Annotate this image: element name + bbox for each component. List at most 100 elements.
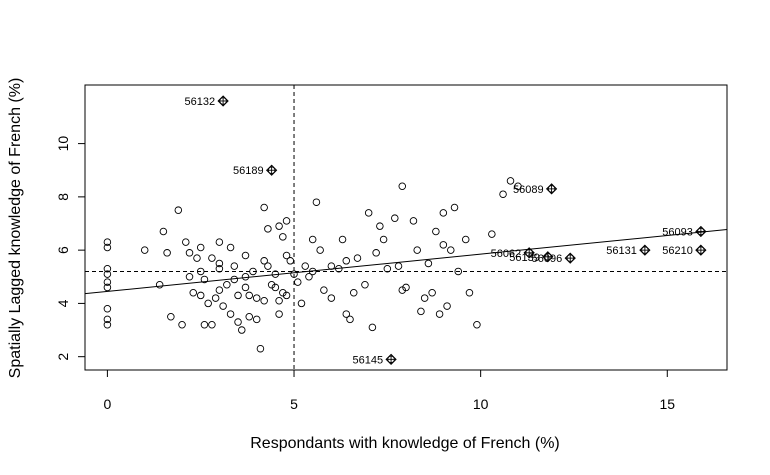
x-tick-label: 15 [659, 396, 675, 412]
data-point [155, 281, 164, 289]
data-point [252, 315, 261, 324]
point-label: 56189 [233, 165, 264, 177]
data-point [402, 283, 410, 292]
data-point [353, 254, 362, 262]
data-point [312, 198, 321, 206]
data-point [167, 312, 175, 321]
y-tick-label: 4 [55, 299, 71, 307]
data-point [465, 289, 474, 297]
data-point [271, 283, 280, 292]
data-point [178, 320, 186, 329]
data-point [223, 281, 231, 289]
regression-line [84, 229, 728, 295]
data-point [159, 227, 168, 236]
data-point [103, 315, 112, 324]
regression-line-group [84, 229, 728, 295]
data-point [413, 246, 421, 254]
data-point [103, 304, 112, 313]
data-point [461, 235, 470, 244]
data-point [260, 296, 268, 305]
data-point [182, 238, 190, 246]
data-point [499, 190, 507, 198]
labeled-point: 56210 [662, 244, 707, 257]
data-point [208, 320, 216, 329]
data-point [249, 267, 257, 276]
data-point [260, 257, 268, 265]
data-point [372, 249, 380, 257]
point-label: 56145 [352, 354, 383, 366]
point-label: 56131 [606, 245, 637, 257]
data-point [275, 296, 283, 305]
y-tick-label: 2 [55, 353, 71, 361]
data-point [282, 291, 291, 300]
data-point [103, 265, 112, 273]
data-point [264, 225, 272, 233]
data-point [103, 270, 112, 278]
data-points [103, 177, 522, 353]
data-point [196, 291, 205, 300]
data-point [103, 283, 112, 292]
data-point [316, 246, 324, 254]
x-axis: 0 5 10 15 [103, 369, 675, 412]
labeled-point: 56096 [532, 252, 576, 265]
y-axis-title: Spatially Lagged knowledge of French (%) [7, 78, 24, 379]
point-label: 56132 [185, 96, 216, 108]
data-point [245, 291, 253, 300]
data-point [279, 233, 287, 241]
labeled-point: 56089 [513, 183, 558, 196]
data-point [320, 286, 328, 294]
data-point [200, 320, 209, 329]
point-label: 56089 [513, 184, 544, 196]
data-point [103, 278, 112, 286]
data-point [338, 235, 347, 244]
mean-reference-lines [85, 85, 727, 370]
y-tick-label: 8 [55, 193, 71, 201]
data-point [383, 265, 392, 273]
data-point [282, 217, 291, 225]
data-point [211, 294, 220, 302]
point-label: 56093 [662, 226, 693, 238]
data-point [308, 235, 317, 244]
labeled-point: 56131 [606, 244, 651, 257]
data-point [327, 262, 336, 270]
data-point [308, 267, 317, 276]
data-point [290, 270, 298, 278]
x-tick-label: 10 [473, 396, 489, 412]
data-point [241, 251, 250, 260]
x-tick-label: 0 [103, 396, 111, 412]
data-point [215, 259, 224, 268]
labeled-outlier-points: 56132 56189 56089 56093 56131 56210 5606256139… [185, 95, 707, 366]
data-point [230, 275, 239, 284]
data-point [256, 344, 265, 353]
data-point [219, 302, 227, 310]
data-point [226, 243, 235, 252]
data-point [447, 246, 455, 254]
data-point [506, 177, 515, 185]
data-point [428, 289, 436, 297]
data-point [514, 182, 522, 190]
data-point [226, 310, 235, 318]
data-point [376, 222, 384, 230]
data-point [264, 262, 272, 270]
data-point [424, 259, 433, 268]
data-point [282, 251, 291, 260]
data-point [238, 326, 246, 334]
data-point [301, 262, 309, 270]
data-point [185, 249, 194, 257]
x-axis-title: Respondants with knowledge of French (%) [250, 435, 560, 452]
data-point [215, 286, 224, 294]
data-point [275, 310, 283, 318]
data-point [391, 214, 399, 222]
data-point [103, 320, 112, 329]
data-point [215, 238, 224, 246]
data-point [346, 315, 354, 324]
data-point [215, 265, 224, 273]
data-point [420, 294, 429, 302]
data-point [364, 209, 373, 217]
data-point [260, 203, 268, 212]
data-point [252, 294, 261, 302]
data-point [432, 227, 440, 236]
data-point [267, 281, 276, 289]
